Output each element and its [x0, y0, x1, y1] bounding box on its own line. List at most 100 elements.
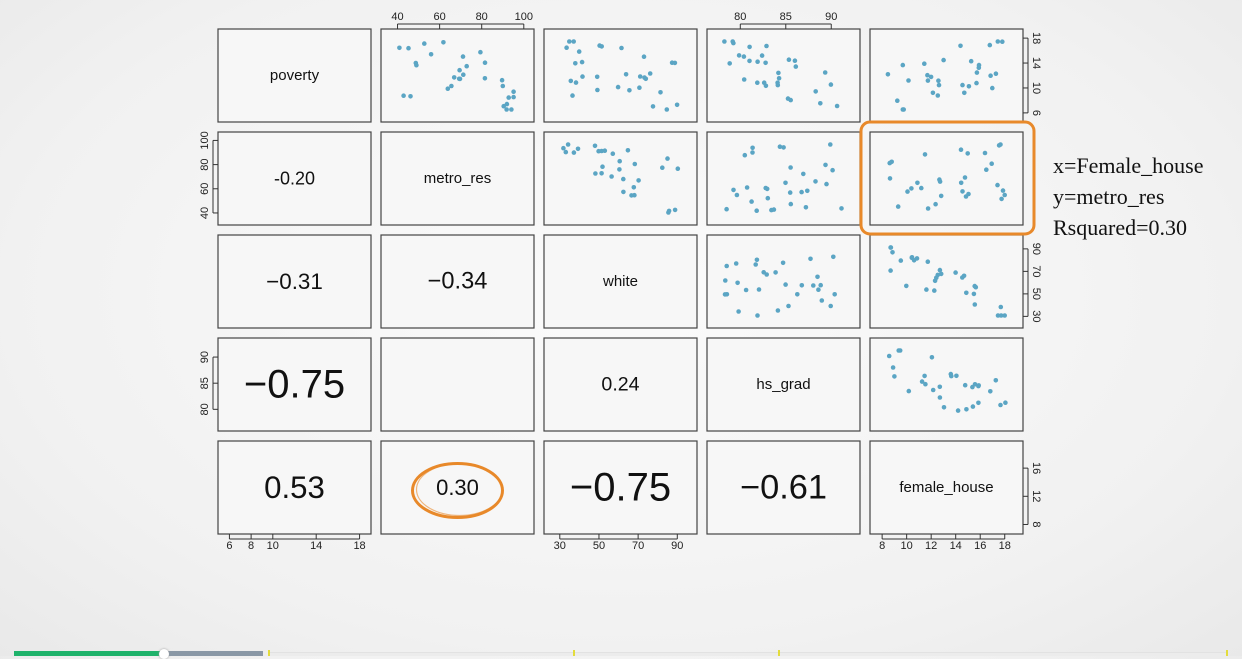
scatter-point	[571, 150, 577, 155]
scatter-point	[904, 283, 909, 289]
scatter-point	[958, 147, 964, 152]
scatter-point	[736, 309, 741, 314]
scatter-point	[674, 102, 680, 108]
tick-label: 18	[1030, 32, 1042, 44]
scatter-point	[989, 161, 994, 166]
chapter-marker[interactable]	[1226, 650, 1228, 656]
scatter-point	[781, 145, 786, 150]
scatter-point	[895, 204, 901, 209]
scatter-point	[478, 49, 483, 55]
video-progress-bar[interactable]	[0, 648, 1242, 659]
scatter-point	[930, 387, 936, 393]
matrix-panel	[217, 28, 372, 123]
scatter-point	[741, 54, 747, 59]
matrix-panel	[869, 234, 1024, 329]
scatter-point	[972, 302, 978, 307]
scatter-point	[724, 206, 729, 212]
scatter-point	[736, 53, 742, 58]
matrix-panel	[706, 440, 861, 535]
scatter-point	[892, 374, 897, 379]
scatter-point	[890, 250, 895, 255]
scatter-point	[730, 39, 735, 44]
scatter-point	[993, 378, 999, 383]
progress-track[interactable]	[268, 652, 1228, 656]
tick-label: 16	[1030, 462, 1042, 474]
matrix-panel	[217, 131, 372, 226]
scatter-point	[958, 180, 964, 186]
scatter-point	[672, 207, 678, 213]
scatter-point	[988, 389, 993, 394]
scatter-point	[756, 287, 762, 292]
scatter-point	[936, 82, 942, 88]
scatter-point	[999, 196, 1004, 202]
chapter-marker[interactable]	[268, 650, 270, 656]
annotation-x-variable: x=Female_house	[1053, 153, 1204, 178]
scatter-point	[771, 207, 777, 212]
scatter-point	[576, 49, 582, 54]
scatter-point	[953, 270, 958, 275]
tick-label: 80	[199, 403, 211, 415]
scatter-point	[930, 90, 936, 96]
scatter-point	[750, 145, 755, 151]
scatter-point	[925, 72, 930, 78]
scatter-point	[906, 78, 911, 83]
tick-label: 70	[1030, 265, 1042, 277]
scatter-point	[672, 60, 678, 66]
correlation-label: −0.31	[266, 269, 323, 294]
scatter-point	[788, 165, 793, 170]
annotation-rsquared: Rsquared=0.30	[1053, 215, 1187, 240]
scatter-point	[617, 167, 622, 172]
scatter-point	[925, 259, 931, 265]
scatter-point	[911, 258, 917, 263]
scatter-point	[506, 95, 512, 100]
chapter-marker[interactable]	[778, 650, 780, 656]
scatter-point	[984, 167, 989, 172]
scatter-point	[941, 57, 946, 63]
scatter-point	[754, 208, 759, 213]
scatter-point	[795, 292, 800, 297]
tick-label: 85	[780, 11, 792, 23]
scatter-point	[929, 355, 935, 360]
scatter-point	[822, 70, 828, 75]
scatter-point	[641, 54, 647, 59]
scatter-point	[830, 167, 835, 173]
scatter-point	[971, 291, 977, 297]
tick-label: 90	[1030, 243, 1042, 255]
variable-label-female-house: female_house	[899, 479, 993, 496]
scatter-point	[919, 185, 924, 191]
scatter-point	[580, 74, 585, 79]
scatter-point	[744, 185, 750, 190]
scatter-point	[783, 180, 788, 186]
scatter-point	[637, 85, 642, 90]
scatter-point	[785, 96, 791, 101]
scatter-point	[988, 73, 993, 78]
scatter-point	[755, 80, 760, 85]
scatter-point	[776, 76, 782, 81]
progress-knob[interactable]	[159, 649, 169, 659]
scatter-point	[776, 70, 781, 76]
scatter-point	[886, 353, 892, 359]
scatter-point	[632, 161, 638, 167]
scatter-point	[504, 107, 509, 112]
scatter-point	[511, 89, 516, 94]
scatter-point	[428, 52, 434, 57]
scatter-point	[819, 298, 825, 303]
tick-label: 30	[1030, 310, 1042, 322]
matrix-panel	[543, 337, 698, 432]
scatter-point	[460, 54, 466, 59]
scatter-point	[567, 39, 572, 44]
scatter-point	[925, 78, 931, 83]
scatter-point	[594, 74, 600, 80]
scatter-point	[501, 103, 507, 109]
scatter-point	[1000, 188, 1006, 193]
scatter-point	[734, 192, 740, 198]
matrix-panel	[869, 440, 1024, 535]
matrix-panel	[543, 440, 698, 535]
scatter-point	[511, 94, 516, 100]
scatter-point	[915, 180, 920, 186]
scatter-point	[906, 388, 912, 394]
tick-label: 100	[199, 131, 211, 149]
scatter-point	[813, 89, 818, 94]
chapter-marker[interactable]	[573, 650, 575, 656]
buffered-segment	[166, 651, 263, 656]
